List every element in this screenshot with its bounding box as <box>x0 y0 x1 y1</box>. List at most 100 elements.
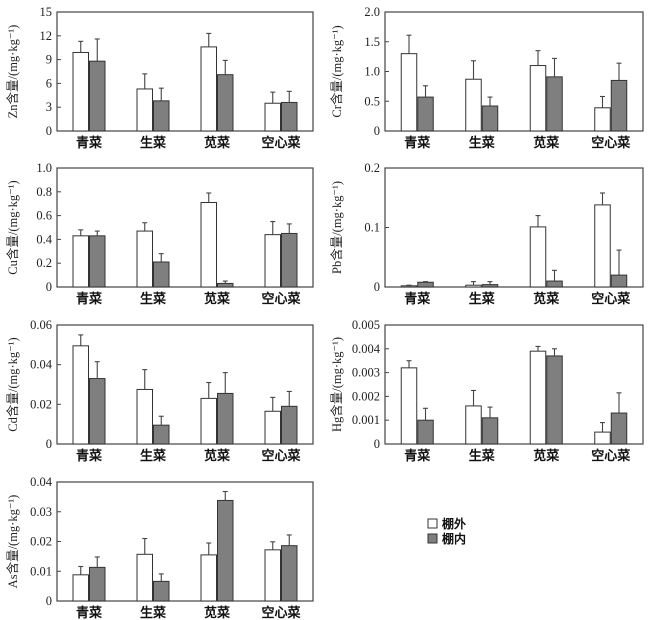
y-tick-label: 0.2 <box>364 161 380 175</box>
bar-outside-0 <box>400 285 418 288</box>
x-tick-label: 生菜 <box>140 605 166 620</box>
bar-outside-1 <box>136 553 153 602</box>
bar-outside-3 <box>264 234 281 288</box>
y-tick-label: 1.0 <box>36 161 52 175</box>
bar-inside-3 <box>281 101 298 132</box>
bar-outside-2 <box>529 350 547 445</box>
x-tick-label: 苋菜 <box>204 135 230 151</box>
y-tick-label: 0.06 <box>30 318 52 332</box>
x-tick-label: 生菜 <box>140 291 166 307</box>
panel-zn: 0 3 6 9 12 15 Zn含量/(mg·kg⁻¹) 青菜 生菜 苋菜 空心菜 <box>5 5 314 151</box>
y-tick-label: 0.004 <box>352 342 381 356</box>
y-tick-label: 0.2 <box>36 256 52 270</box>
panel-pb: 0 0.1 0.2 Pb含量/(mg·kg⁻¹) 青菜 生菜 苋菜 空心菜 <box>329 161 644 307</box>
x-tick-label: 苋菜 <box>533 291 559 307</box>
x-tick-label: 青菜 <box>404 291 430 307</box>
bar-outside-3 <box>594 431 611 445</box>
y-tick-label: 0.5 <box>364 94 380 108</box>
bar-outside-1 <box>136 388 153 445</box>
x-tick-label: 生菜 <box>140 135 166 151</box>
plot-frame <box>56 167 314 288</box>
bar-inside-3 <box>610 412 628 445</box>
bar-outside-0 <box>72 51 89 132</box>
x-tick-label: 青菜 <box>404 135 430 151</box>
bar-outside-1 <box>465 405 482 445</box>
bar-inside-3 <box>610 79 628 132</box>
bar-inside-1 <box>481 284 499 288</box>
x-tick-label: 苋菜 <box>533 448 559 464</box>
bar-inside-0 <box>89 235 106 288</box>
x-tick-label: 青菜 <box>76 605 102 620</box>
y-tick-label: 0 <box>374 124 380 138</box>
y-tick-label: 0.6 <box>36 209 52 223</box>
y-tick-label: 0.04 <box>30 358 53 372</box>
y-tick-label: 15 <box>40 5 53 19</box>
bar-inside-3 <box>281 545 298 602</box>
y-tick-label: 9 <box>46 53 52 67</box>
y-axis-label: Cd含量/(mg·kg⁻¹) <box>5 337 20 431</box>
bar-outside-0 <box>72 235 89 288</box>
x-tick-label: 青菜 <box>76 448 102 464</box>
x-tick-label: 生菜 <box>469 135 495 151</box>
panel-cd: 0 0.02 0.04 0.06 Cd含量/(mg·kg⁻¹) 青菜 生菜 苋菜 空心菜 <box>5 318 314 464</box>
bar-outside-2 <box>200 202 217 288</box>
bar-inside-1 <box>481 105 499 132</box>
legend-label: 棚内 <box>442 531 466 546</box>
bar-inside-0 <box>89 566 106 602</box>
y-tick-label: 0.01 <box>30 564 52 578</box>
bar-inside-3 <box>281 405 298 445</box>
x-tick-label: 苋菜 <box>204 605 230 620</box>
y-axis-label: Cr含量/(mg·kg⁻¹) <box>329 25 344 117</box>
y-axis-label: Cu含量/(mg·kg⁻¹) <box>5 180 20 274</box>
bar-outside-2 <box>529 65 547 132</box>
y-tick-label: 1.5 <box>364 35 380 49</box>
x-tick-label: 青菜 <box>404 448 430 464</box>
panel-cu: 0 0.2 0.4 0.6 0.8 1.0 Cu含量/(mg·kg⁻¹) 青菜 生菜 苋菜 空心菜 <box>5 161 314 307</box>
bar-outside-1 <box>136 88 153 132</box>
bar-outside-3 <box>264 549 281 602</box>
bar-inside-0 <box>417 96 434 132</box>
y-tick-label: 0.001 <box>352 413 380 427</box>
y-tick-label: 0 <box>374 437 380 451</box>
bar-inside-1 <box>481 417 499 445</box>
bar-inside-2 <box>217 499 234 602</box>
plot-frame <box>56 11 314 132</box>
bar-outside-1 <box>465 284 482 288</box>
x-tick-label: 空心菜 <box>591 448 630 464</box>
bar-outside-2 <box>529 226 547 288</box>
panel-cr: 0 0.5 1.0 1.5 2.0 Cr含量/(mg·kg⁻¹) 青菜 生菜 苋菜 空心菜 <box>329 5 644 151</box>
x-tick-label: 苋菜 <box>204 448 230 464</box>
x-tick-label: 生菜 <box>469 448 495 464</box>
y-tick-label: 0.03 <box>30 505 52 519</box>
bar-outside-0 <box>400 53 418 132</box>
x-tick-label: 空心菜 <box>591 291 630 307</box>
y-tick-label: 0.003 <box>352 366 380 380</box>
y-tick-label: 1.0 <box>364 65 380 79</box>
bar-inside-0 <box>417 281 434 288</box>
bar-inside-3 <box>610 274 628 288</box>
panel-hg: 0 0.001 0.002 0.003 0.004 0.005 Hg含量/(mg·kg⁻¹)… <box>329 318 644 464</box>
bar-inside-1 <box>153 424 170 445</box>
x-tick-label: 空心菜 <box>261 605 300 620</box>
bar-outside-3 <box>264 410 281 445</box>
x-tick-label: 空心菜 <box>261 291 300 307</box>
y-tick-label: 0.02 <box>30 397 52 411</box>
y-tick-label: 2.0 <box>364 5 380 19</box>
bar-inside-2 <box>217 392 234 445</box>
bar-outside-3 <box>264 102 281 132</box>
x-tick-label: 苋菜 <box>533 135 559 151</box>
x-tick-label: 苋菜 <box>204 291 230 307</box>
y-axis-label: Hg含量/(mg·kg⁻¹) <box>329 337 344 432</box>
bar-inside-1 <box>153 261 170 288</box>
plot-frame <box>56 324 314 445</box>
x-tick-label: 生菜 <box>469 291 495 307</box>
plot-frame <box>384 324 644 445</box>
bar-inside-2 <box>546 355 563 445</box>
bar-outside-1 <box>136 230 153 288</box>
y-tick-label: 0.8 <box>36 185 52 199</box>
bar-inside-1 <box>153 580 170 602</box>
y-tick-label: 0 <box>374 280 380 294</box>
y-tick-label: 6 <box>46 76 52 90</box>
